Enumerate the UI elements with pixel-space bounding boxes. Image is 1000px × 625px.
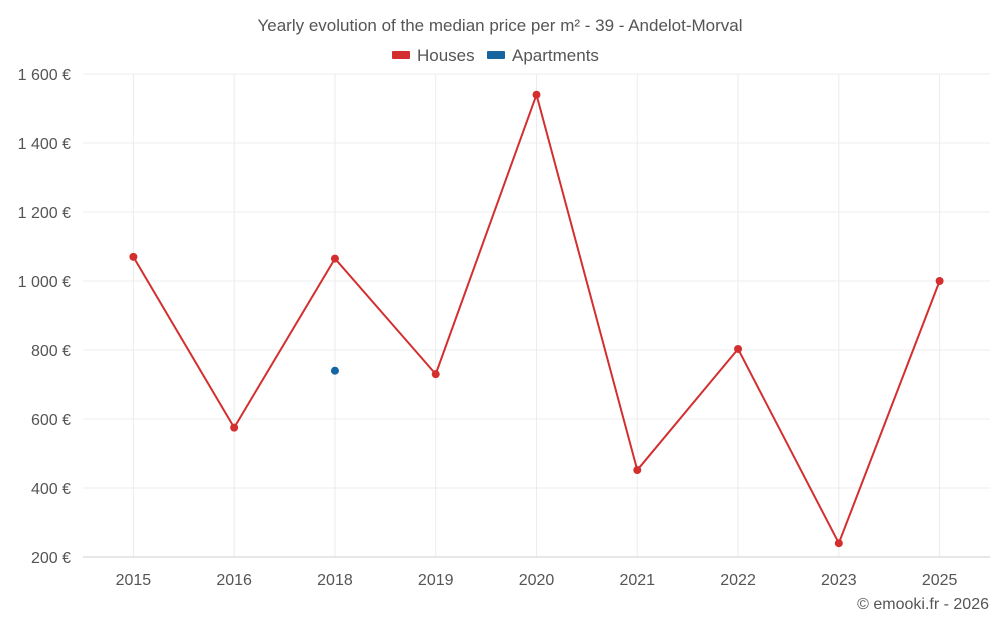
x-tick-label: 2019 (418, 572, 454, 589)
legend-swatch-apartments (487, 51, 505, 59)
y-tick-label: 400 € (31, 481, 71, 498)
x-tick-label: 2025 (922, 572, 958, 589)
x-tick-label: 2020 (519, 572, 555, 589)
legend-item-apartments[interactable]: Apartments (487, 46, 599, 65)
x-axis: 2015 2016 2018 2019 2020 2021 2022 2023 2025 (83, 556, 990, 589)
y-tick-label: 1 000 € (18, 274, 71, 291)
y-tick-label: 1 400 € (18, 136, 71, 153)
x-tick-label: 2018 (317, 572, 353, 589)
legend-item-houses[interactable]: Houses (392, 46, 475, 65)
chart-title: Yearly evolution of the median price per… (257, 16, 742, 35)
legend: Houses Apartments (392, 46, 599, 65)
y-tick-label: 1 600 € (18, 67, 71, 84)
legend-swatch-houses (392, 51, 410, 59)
data-point-houses-2025[interactable] (935, 277, 944, 285)
series (129, 90, 944, 548)
data-point-houses-2016[interactable] (230, 423, 239, 432)
legend-label-apartments: Apartments (512, 46, 599, 65)
x-tick-label: 2023 (821, 572, 857, 589)
y-tick-label: 600 € (31, 412, 71, 429)
grid (83, 73, 990, 557)
data-point-houses-2018[interactable] (330, 254, 339, 263)
data-point-houses-2023[interactable] (834, 539, 843, 548)
y-tick-label: 200 € (31, 550, 71, 567)
x-tick-label: 2021 (619, 572, 655, 589)
y-tick-label: 1 200 € (18, 205, 71, 222)
credit-text: © emooki.fr - 2026 (857, 596, 989, 613)
x-tick-label: 2022 (720, 572, 756, 589)
y-axis: 200 € 400 € 600 € 800 € 1 000 € 1 200 € 1 400 … (18, 67, 71, 567)
data-point-houses-2015[interactable] (129, 252, 138, 261)
y-tick-label: 800 € (31, 343, 71, 360)
data-point-apartments-2018[interactable] (330, 366, 339, 375)
x-tick-label: 2015 (116, 572, 152, 589)
data-point-houses-2021[interactable] (633, 466, 642, 475)
data-point-houses-2019[interactable] (431, 370, 440, 379)
data-point-houses-2020[interactable] (532, 90, 541, 99)
data-point-houses-2022[interactable] (734, 344, 743, 353)
legend-label-houses: Houses (417, 46, 475, 65)
x-tick-label: 2016 (216, 572, 252, 589)
